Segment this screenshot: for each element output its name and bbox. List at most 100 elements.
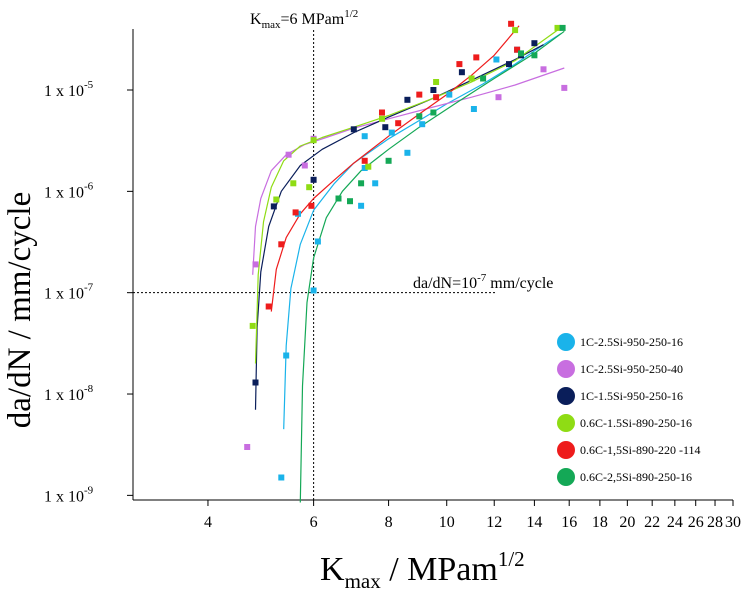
data-point <box>382 124 389 131</box>
horizontal-ref-label: da/dN=10-7 mm/cycle <box>413 272 553 292</box>
reference-lines <box>133 30 496 500</box>
data-point <box>361 165 368 171</box>
data-point <box>430 87 437 93</box>
fit-curve <box>283 33 562 430</box>
data-point <box>379 115 385 122</box>
data-point <box>531 40 538 47</box>
data-point <box>249 322 256 329</box>
data-points <box>244 20 568 481</box>
data-point <box>385 157 392 164</box>
data-point <box>508 20 515 27</box>
legend: 1C-2.5Si-950-250-16 1C-2.5Si-950-250-40 1C… <box>557 333 701 486</box>
data-point <box>285 151 292 158</box>
data-point <box>388 129 395 136</box>
x-tick-label: 24 <box>667 514 683 531</box>
data-point <box>540 66 547 73</box>
data-point <box>283 352 290 359</box>
y-tick-label: 1 x 10-7 <box>44 282 94 303</box>
legend-swatch <box>557 333 575 351</box>
y-tick-label: 1 x 10-8 <box>44 383 94 404</box>
data-point <box>278 474 285 481</box>
x-axis-title: Kmax / MPam1/2 <box>320 547 525 593</box>
x-tick-label: 20 <box>619 514 635 531</box>
data-point <box>278 241 285 248</box>
data-point <box>495 94 502 101</box>
data-point <box>473 54 480 61</box>
fit-curve <box>252 67 565 275</box>
fit-curve <box>299 30 565 503</box>
data-point <box>470 106 477 112</box>
data-point <box>419 121 426 128</box>
legend-swatch <box>557 387 575 405</box>
x-tick-label: 4 <box>204 514 212 531</box>
data-point <box>361 133 368 140</box>
vertical-ref-label: Kmax=6 MPam1/2 <box>250 8 358 31</box>
data-point <box>252 379 259 386</box>
data-point <box>290 180 297 187</box>
data-point <box>265 303 272 310</box>
legend-label: 0.6C-1,5Si-890-220 -114 <box>580 443 701 457</box>
x-tick-label: 12 <box>486 514 502 531</box>
data-point <box>518 50 524 57</box>
data-point <box>358 202 365 209</box>
legend-label: 1C-1.5Si-950-250-16 <box>580 389 683 403</box>
data-point <box>314 238 321 245</box>
y-tick-label: 1 x 10-9 <box>44 484 94 505</box>
data-point <box>458 69 465 76</box>
data-point <box>514 46 521 53</box>
data-point <box>365 163 372 170</box>
legend-label: 1C-2.5Si-950-250-16 <box>580 335 683 349</box>
data-point <box>480 75 487 82</box>
data-point <box>531 52 538 59</box>
data-point <box>361 157 368 164</box>
x-tick-label: 10 <box>439 514 455 531</box>
data-point <box>559 24 566 31</box>
legend-swatch <box>557 414 575 432</box>
data-point <box>446 91 453 98</box>
fit-curve <box>254 29 558 364</box>
data-point <box>468 75 475 82</box>
data-point <box>554 24 561 31</box>
data-point <box>404 96 411 103</box>
x-tick-label: 14 <box>526 514 542 531</box>
x-tick-label: 26 <box>688 514 704 531</box>
data-point <box>270 203 277 210</box>
data-point <box>306 184 313 191</box>
data-point <box>347 198 353 205</box>
plot-frame <box>132 29 733 501</box>
x-tick-label: 28 <box>707 514 723 531</box>
data-point <box>416 113 423 120</box>
y-axis-title: da/dN / mm/cycle <box>2 192 38 428</box>
data-point <box>456 61 463 68</box>
data-point <box>358 180 365 187</box>
legend-label: 0.6C-1.5Si-890-250-16 <box>580 416 692 430</box>
x-tick-label: 22 <box>644 514 660 531</box>
x-tick-label: 6 <box>310 514 318 531</box>
data-point <box>416 91 423 98</box>
y-tick-label: 1 x 10-6 <box>44 180 94 201</box>
data-point <box>310 287 317 294</box>
data-point <box>430 109 437 116</box>
legend-label: 0.6C-2,5Si-890-250-16 <box>580 470 692 484</box>
fit-curve <box>270 25 520 312</box>
data-point <box>350 126 357 133</box>
legend-swatch <box>557 360 575 378</box>
data-point <box>292 209 299 216</box>
data-point <box>335 195 342 202</box>
data-point <box>395 120 402 127</box>
x-tick-label: 16 <box>561 514 577 531</box>
x-tick-label: 18 <box>592 514 608 531</box>
data-point <box>512 27 519 34</box>
y-tick-label: 1 x 10-5 <box>44 79 94 100</box>
data-point <box>372 180 379 187</box>
data-point <box>310 137 317 144</box>
data-point <box>310 176 317 183</box>
legend-label: 1C-2.5Si-950-250-40 <box>580 362 683 376</box>
data-point <box>252 261 259 268</box>
x-axis-ticks: 4 6 8 10 12 14 16 18 20 22 24 26 28 30 <box>204 500 741 531</box>
data-point <box>561 84 568 91</box>
x-tick-label: 8 <box>385 514 393 531</box>
data-point <box>273 196 280 203</box>
data-point <box>506 61 512 68</box>
